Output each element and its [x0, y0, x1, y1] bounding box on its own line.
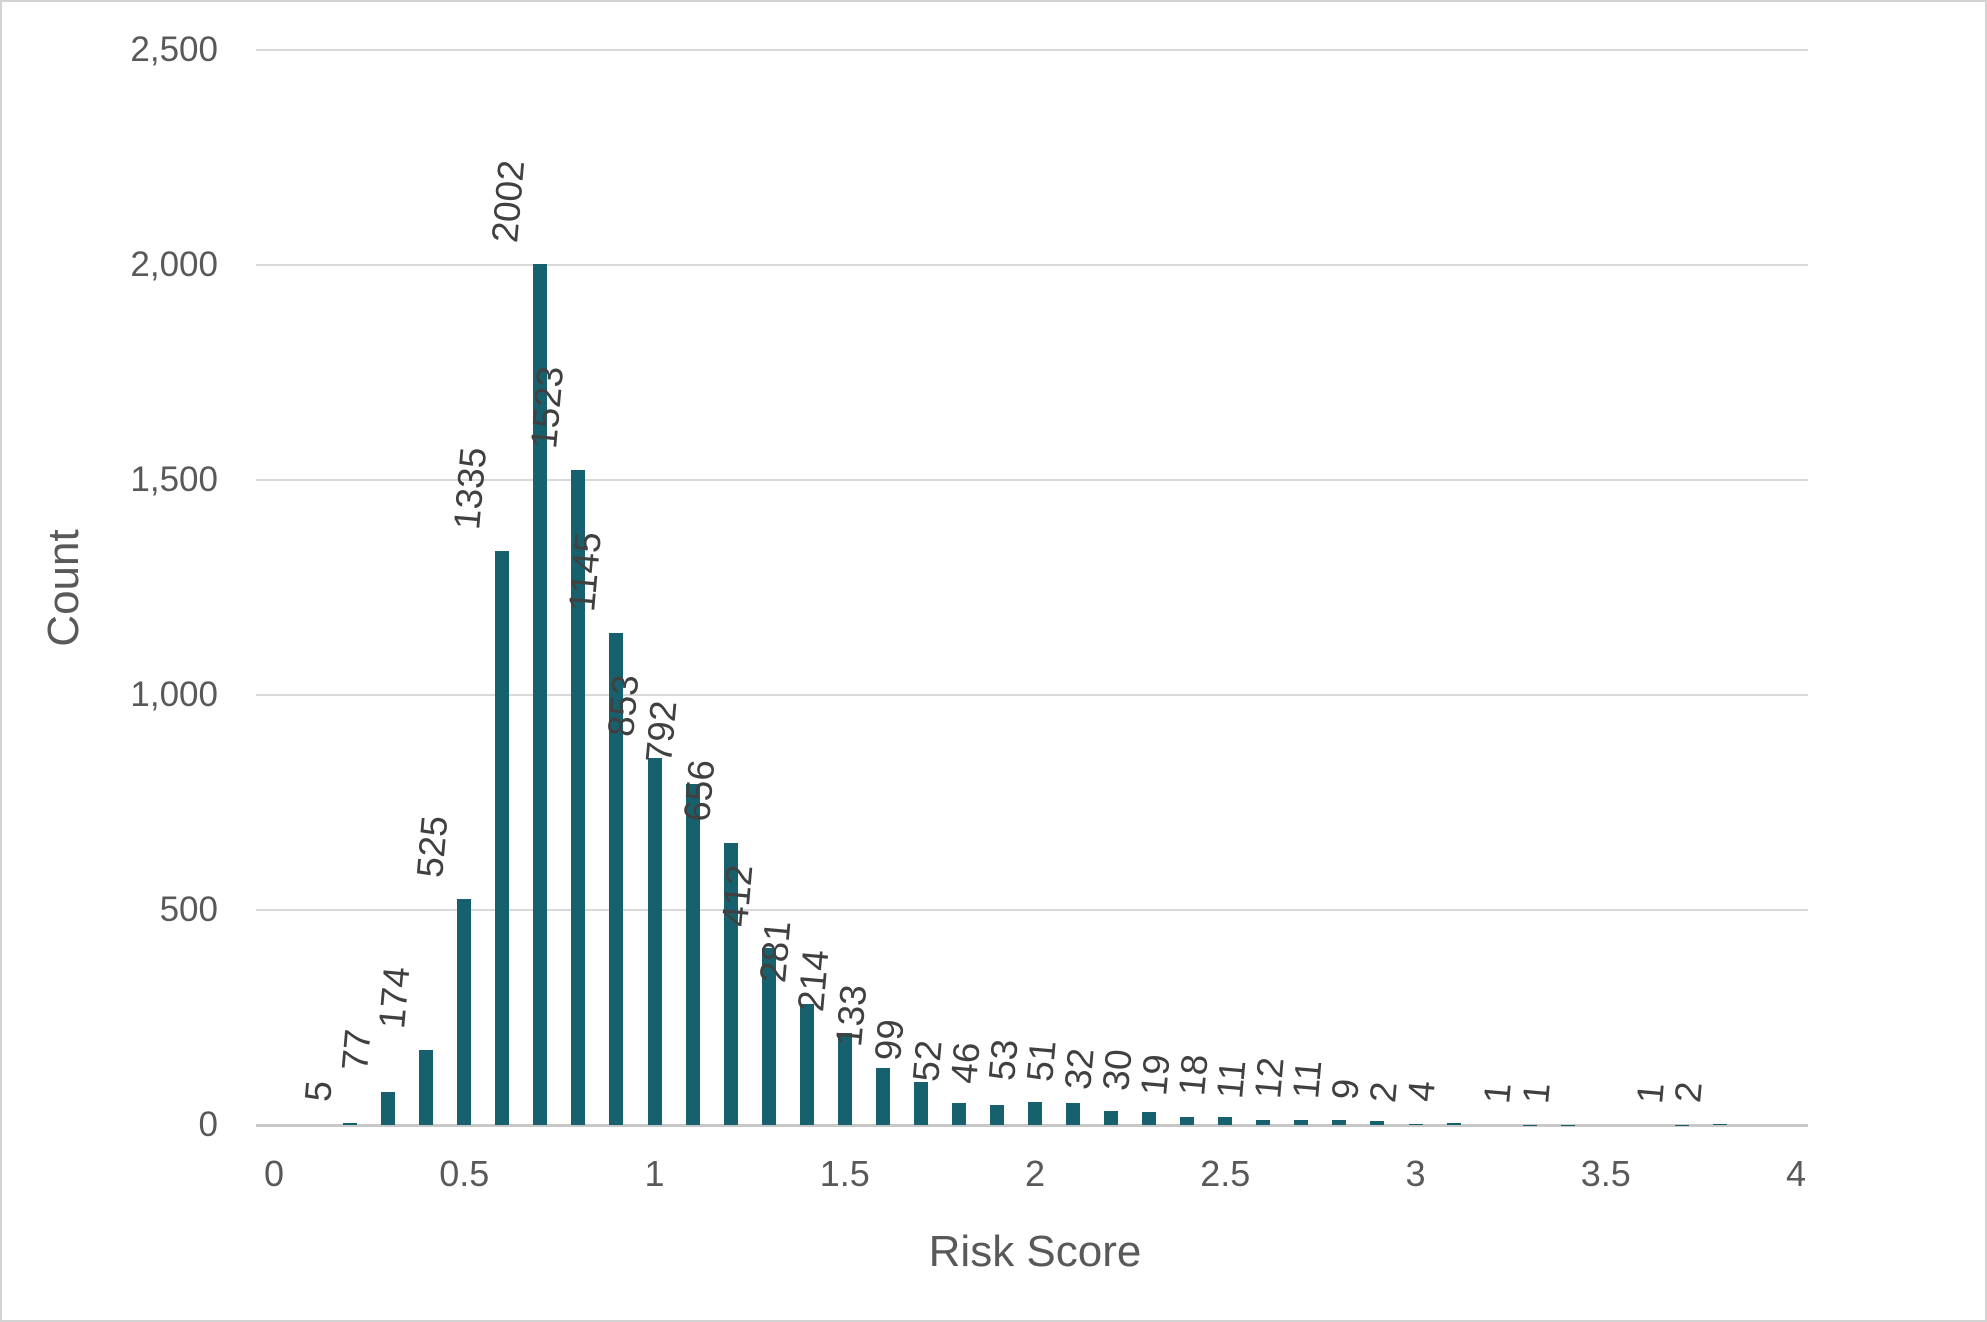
gridline	[256, 909, 1808, 911]
x-axis-line	[256, 1124, 1808, 1127]
bar-value-label: 9	[1324, 1077, 1368, 1102]
y-tick-label: 2,500	[130, 30, 218, 69]
bar	[685, 784, 700, 1125]
bar	[1408, 1124, 1423, 1125]
bar	[495, 550, 510, 1125]
bar-value-label: 1335	[446, 445, 495, 532]
bar	[1256, 1120, 1271, 1125]
bar-value-label: 1	[1514, 1080, 1558, 1105]
bar	[1218, 1117, 1233, 1125]
bar-value-label: 656	[675, 758, 723, 824]
bar-value-label: 5	[297, 1078, 340, 1104]
bar-value-label: 77	[334, 1027, 379, 1073]
bar	[1104, 1111, 1119, 1125]
x-tick-label: 3.5	[1580, 1153, 1631, 1194]
bar	[1028, 1102, 1042, 1125]
x-tick-label: 2	[1024, 1153, 1046, 1194]
bar-value-label: 2002	[484, 158, 533, 245]
x-tick-label: 0	[263, 1153, 285, 1194]
bar	[913, 1082, 928, 1125]
bar-value-label: 1145	[560, 529, 609, 613]
bar-value-label: 133	[827, 982, 875, 1048]
bar	[723, 842, 738, 1125]
bar	[875, 1067, 890, 1125]
bar-value-label: 2	[1666, 1080, 1710, 1105]
bar	[1332, 1120, 1347, 1125]
bar	[1370, 1121, 1385, 1125]
bar	[1446, 1123, 1461, 1125]
bar-value-label: 11	[1209, 1058, 1254, 1101]
bar	[1712, 1124, 1727, 1125]
bar-value-label: 32	[1057, 1046, 1102, 1092]
y-axis-title: Count	[39, 528, 88, 647]
x-tick-label: 4	[1785, 1153, 1807, 1194]
bar-value-label: 46	[943, 1040, 988, 1086]
bar-value-label: 281	[751, 919, 799, 985]
x-tick-label: 1.5	[819, 1153, 870, 1194]
gridline	[256, 264, 1808, 266]
y-tick-label: 2,000	[130, 245, 218, 284]
x-axis-title: Risk Score	[928, 1227, 1142, 1276]
bar	[457, 899, 472, 1125]
bar-value-label: 52	[904, 1038, 950, 1083]
bar-value-label: 51	[1019, 1038, 1064, 1084]
bar	[343, 1122, 358, 1125]
bar	[1142, 1112, 1157, 1125]
y-tick-label: 500	[159, 890, 218, 929]
bar	[419, 1050, 434, 1125]
bar	[989, 1105, 1004, 1125]
bar-value-label: 30	[1095, 1047, 1140, 1093]
bar-value-label: 412	[713, 862, 761, 929]
bar-value-label: 53	[981, 1037, 1026, 1083]
x-tick-label: 2.5	[1200, 1153, 1251, 1194]
bar	[533, 264, 548, 1125]
bar-value-label: 2	[1362, 1080, 1406, 1105]
bar	[837, 1032, 852, 1125]
bar	[951, 1102, 966, 1125]
gridline	[256, 694, 1808, 696]
y-tick-label: 1,000	[130, 675, 218, 714]
bar-value-label: 853	[599, 673, 646, 739]
bar-value-label: 1	[1476, 1080, 1520, 1105]
bar	[381, 1091, 396, 1125]
x-tick-label: 3	[1405, 1153, 1426, 1194]
bar	[609, 632, 624, 1125]
x-tick-label: 0.5	[439, 1153, 490, 1194]
bar	[1294, 1119, 1309, 1125]
bar	[571, 470, 586, 1125]
x-tick-label: 1	[644, 1153, 665, 1194]
bar-value-label: 214	[789, 948, 837, 1014]
bar-value-label: 525	[409, 814, 456, 880]
y-tick-label: 0	[198, 1105, 218, 1144]
bar	[761, 947, 776, 1125]
bar	[1180, 1116, 1195, 1125]
bar-value-label: 1523	[522, 364, 571, 451]
bar	[1066, 1103, 1081, 1125]
bar	[799, 1004, 814, 1125]
bar-value-label: 174	[371, 965, 418, 1031]
bar-value-label: 11	[1285, 1058, 1330, 1101]
gridline	[256, 49, 1808, 51]
bar	[647, 758, 662, 1125]
bar-value-label: 1	[1628, 1080, 1672, 1105]
gridline	[256, 479, 1808, 481]
bar-value-label: 4	[1400, 1079, 1444, 1104]
bar-value-label: 12	[1247, 1055, 1292, 1101]
bar-value-label: 19	[1133, 1052, 1178, 1098]
bar-value-label: 18	[1171, 1052, 1216, 1098]
y-tick-label: 1,500	[130, 460, 218, 499]
bar-value-label: 99	[866, 1018, 912, 1063]
bar-value-label: 792	[637, 699, 684, 765]
